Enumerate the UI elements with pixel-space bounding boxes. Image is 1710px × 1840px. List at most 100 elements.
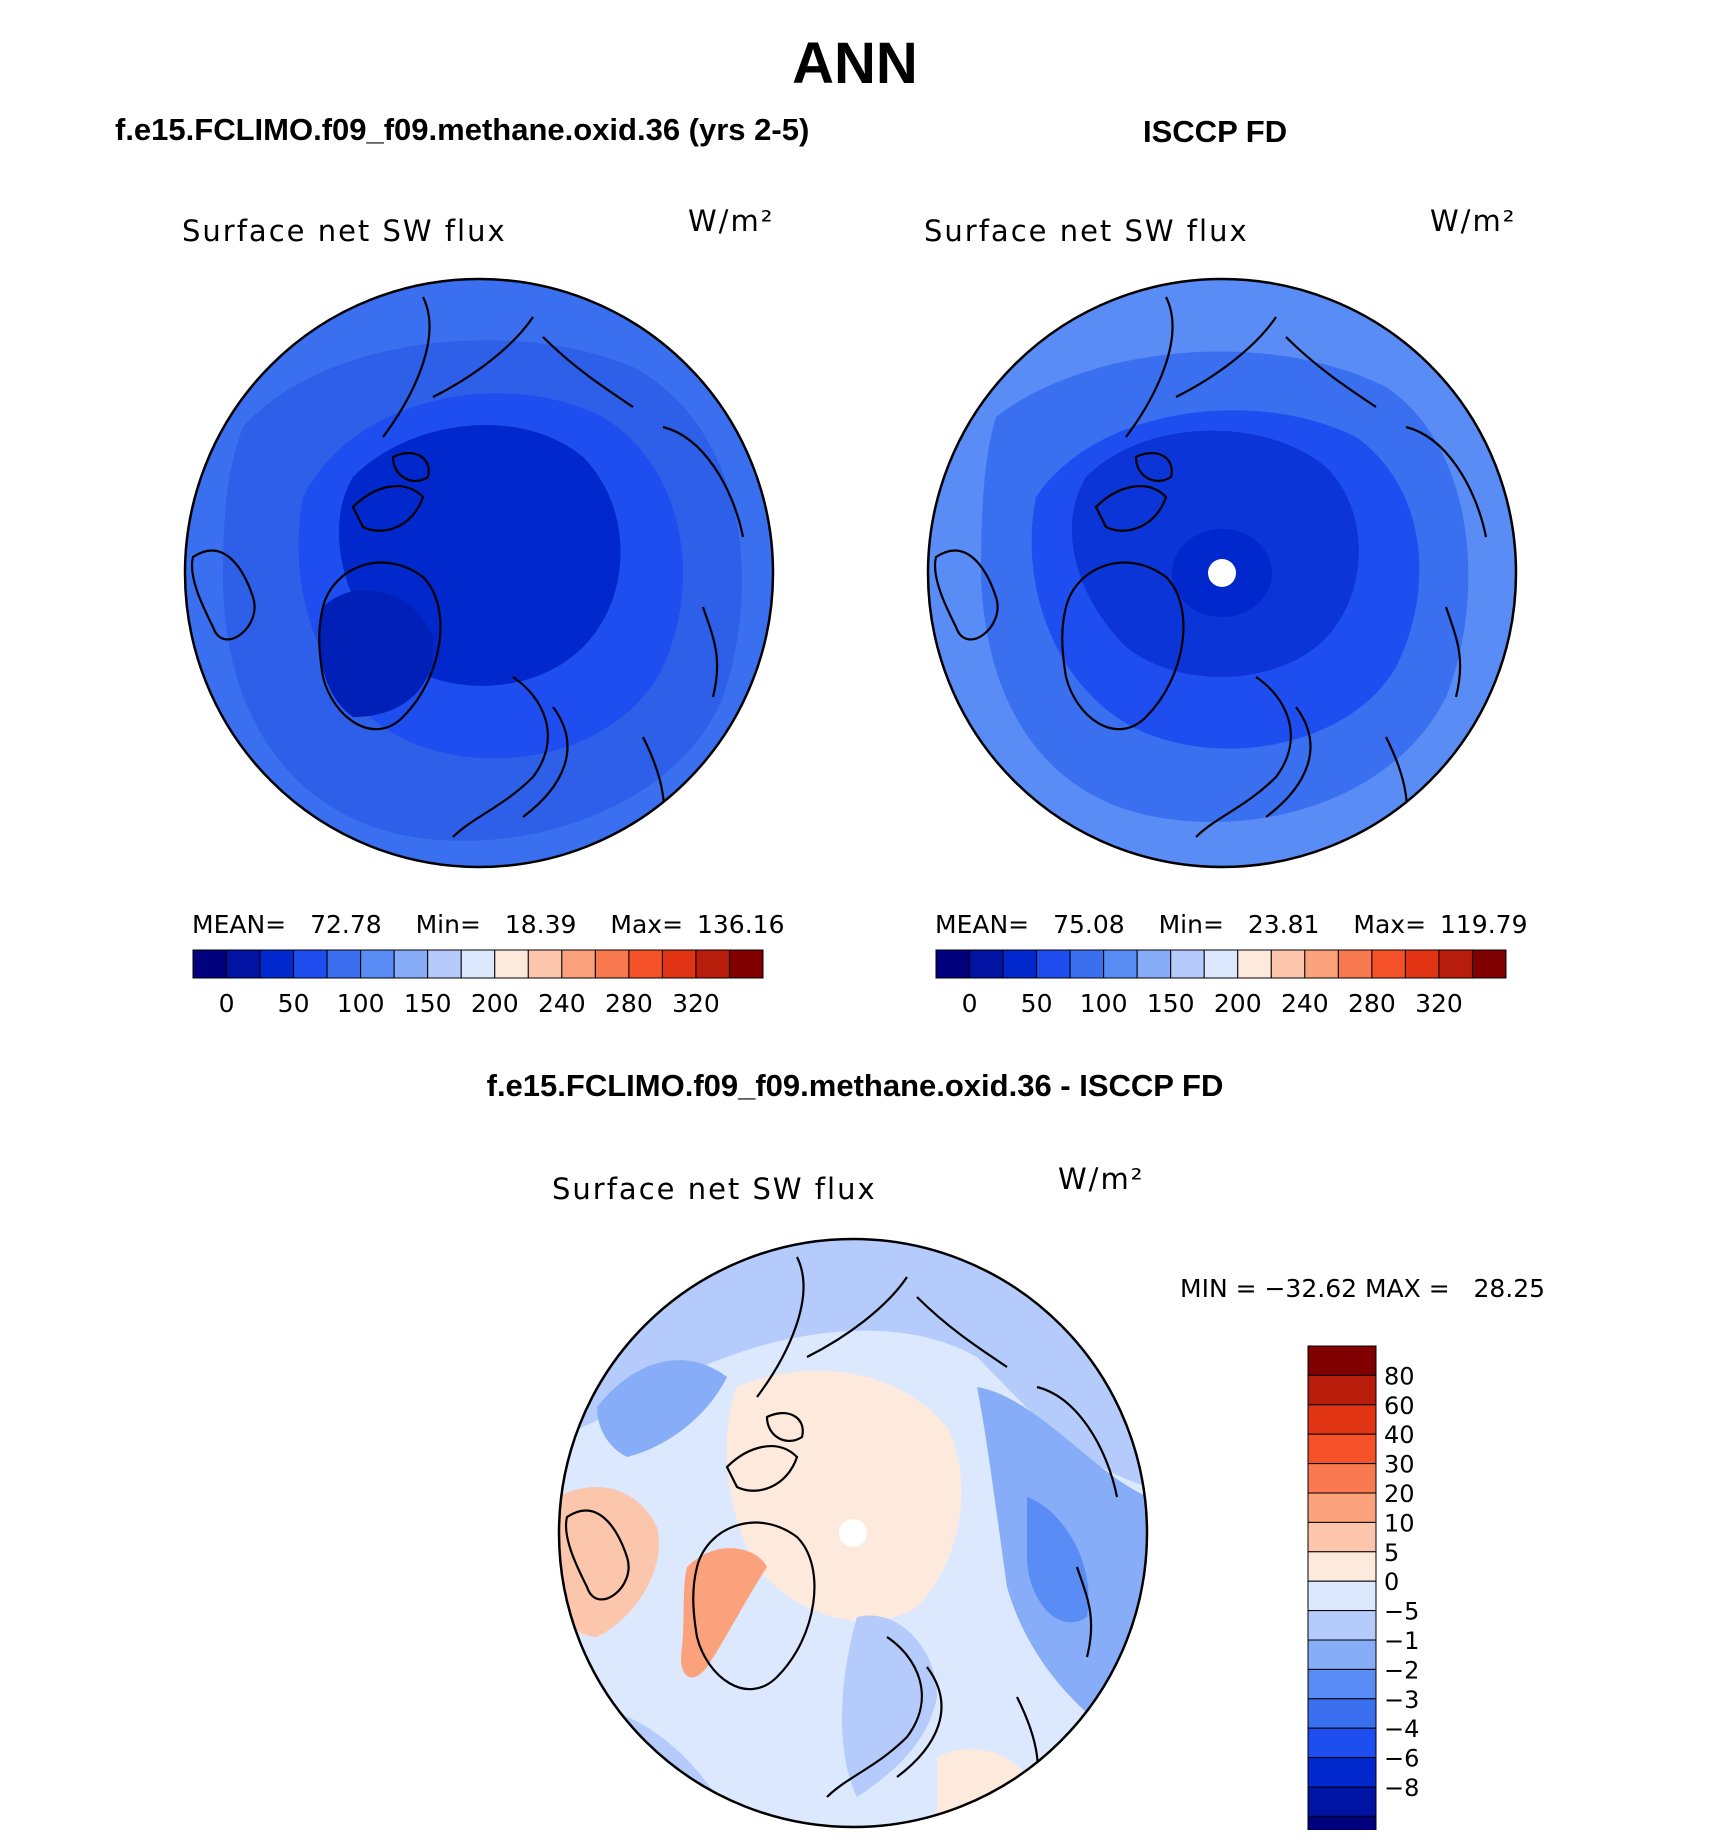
panel1-colorbar-tick-label: 0 (219, 989, 235, 1018)
panel3-colorbar-swatch (1307, 1698, 1377, 1729)
panel2-colorbar-swatch (1036, 949, 1071, 979)
panel3-colorbar-swatch (1307, 1492, 1377, 1523)
panel3-pole-hole (839, 1519, 867, 1547)
panel2-variable-label: Surface net SW flux (924, 214, 1249, 248)
panel1-colorbar-swatch (293, 949, 328, 979)
panel2-colorbar-tick-label: 320 (1415, 989, 1463, 1018)
panel3-field-arctic-warm (726, 1370, 962, 1622)
panel1-colorbar-swatch (360, 949, 395, 979)
panel3-field-greenland-warm (681, 1548, 767, 1678)
main-title: ANN (792, 31, 918, 96)
panel3-colorbar-swatch (1307, 1668, 1377, 1700)
panel3-colorbar-tick-label: −80 (1384, 1774, 1420, 1802)
panel2-colorbar-swatch (1203, 949, 1239, 979)
panel2-colorbar-swatch (1002, 949, 1038, 979)
panel3-colorbar-tick-label: −30 (1384, 1686, 1420, 1714)
panel2-colorbar-swatch (1371, 949, 1406, 979)
panel2-colorbar-swatch (1438, 949, 1473, 979)
panel3-colorbar-swatch (1307, 1580, 1377, 1612)
panel3-colorbar-swatch (1307, 1610, 1377, 1641)
panel3-colorbar-tick-label: −5 (1384, 1598, 1419, 1626)
panel1-colorbar-tick-label: 150 (404, 989, 452, 1018)
panel3-field-europe-blue (842, 1615, 937, 1797)
panel3-colorbar-tick-label: 0 (1384, 1568, 1399, 1596)
panel1-min-label: Min= (415, 910, 481, 939)
panel2-colorbar-swatch (1337, 949, 1373, 979)
panel1-mean-label: MEAN= (192, 910, 287, 939)
panel2-colorbar-tick-label: 0 (962, 989, 978, 1018)
panel1-colorbar-swatch (628, 949, 663, 979)
panel1-mean-value: 72.78 (310, 910, 382, 939)
panel3-colorbar-swatch (1307, 1521, 1377, 1553)
panel1-colorbar-swatch (427, 949, 462, 979)
panel2-map (926, 277, 1518, 869)
panel2-colorbar-swatch (1136, 949, 1172, 979)
panel3-colorbar-tick-label: 40 (1384, 1421, 1415, 1449)
panel2-colorbar: 0 50 100 150 200 240 280 320 (935, 949, 1507, 1018)
panel1-colorbar-swatch (393, 949, 429, 979)
panel2-colorbar-swatch (935, 949, 971, 979)
panel3-colorbar-tick-label: −20 (1384, 1656, 1420, 1684)
panel3-header: f.e15.FCLIMO.f09_f09.methane.oxid.36 - I… (486, 1068, 1224, 1103)
panel2-colorbar-tick-label: 200 (1214, 989, 1262, 1018)
panel1-variable-label: Surface net SW flux (182, 214, 507, 248)
panel1-colorbar: 0 50 100 150 200 240 280 320 (192, 949, 764, 1018)
panel1-colorbar-tick-label: 200 (471, 989, 519, 1018)
panel1-header: f.e15.FCLIMO.f09_f09.methane.oxid.36 (yr… (115, 112, 810, 147)
panel2-mean-value: 75.08 (1053, 910, 1125, 939)
panel3-colorbar-swatch (1307, 1757, 1377, 1788)
panel3-colorbar-swatch (1307, 1374, 1377, 1406)
panel1-colorbar-swatch (259, 949, 295, 979)
panel2-colorbar-tick-label: 280 (1348, 989, 1396, 1018)
panel1-max-value: 136.16 (697, 910, 785, 939)
panel1-units-label: W/m² (688, 204, 775, 238)
panel3-units-label: W/m² (1058, 1162, 1145, 1196)
panel1-colorbar-tick-label: 240 (538, 989, 586, 1018)
panel1-colorbar-tick-label: 100 (337, 989, 385, 1018)
panel2-colorbar-swatch (1471, 949, 1507, 979)
panel1-max-label: Max= (610, 910, 684, 939)
panel3-colorbar-swatch (1307, 1639, 1377, 1670)
panel2-map-border (926, 277, 1518, 869)
panel3-colorbar-swatch (1307, 1727, 1377, 1759)
panel3-colorbar-swatch (1307, 1404, 1377, 1435)
panel3-field-east-darkblue (1027, 1497, 1089, 1623)
panel1-map-border (183, 277, 775, 869)
panel1-min-value: 18.39 (504, 910, 577, 939)
panel1-colorbar-swatch (594, 949, 630, 979)
panel3-colorbar-tick-label: 20 (1384, 1480, 1415, 1508)
panel3-colorbar-swatch (1307, 1433, 1377, 1465)
panel3-field-canada-warm (559, 1487, 659, 1637)
panel3-colorbar-tick-label: −40 (1384, 1715, 1420, 1743)
panel3-colorbar-tick-label: −10 (1384, 1627, 1420, 1655)
panel1-colorbar-swatch (695, 949, 730, 979)
panel2-colorbar-tick-label: 150 (1147, 989, 1195, 1018)
panel3-colorbar-swatch (1307, 1815, 1377, 1830)
panel2-mean-label: MEAN= (935, 910, 1030, 939)
panel1-colorbar-tick-label: 280 (605, 989, 653, 1018)
panel2-colorbar-swatch (1304, 949, 1339, 979)
panel2-colorbar-swatch (1270, 949, 1306, 979)
panel1-colorbar-swatch (661, 949, 697, 979)
panel1-colorbar-swatch (460, 949, 496, 979)
panel3-colorbar-swatch (1307, 1786, 1377, 1817)
panel3-field-north-blue (559, 1239, 1147, 1487)
panel3-colorbar-tick-label: 5 (1384, 1539, 1399, 1567)
panel3-colorbar-tick-label: 10 (1384, 1509, 1415, 1537)
panel3-map (557, 1237, 1149, 1829)
panel1-colorbar-swatch (527, 949, 563, 979)
panel2-colorbar-swatch (1103, 949, 1138, 979)
panel2-colorbar-swatch (1404, 949, 1440, 979)
panel2-pole-hole (1208, 559, 1236, 587)
panel2-colorbar-swatch (1237, 949, 1272, 979)
panel1-colorbar-tick-label: 50 (278, 989, 310, 1018)
panel1-field-greenland (319, 590, 434, 717)
panel3-colorbar-swatch (1307, 1551, 1377, 1582)
panel2-units-label: W/m² (1430, 204, 1517, 238)
panel3-variable-label: Surface net SW flux (552, 1172, 877, 1206)
panel1-coastlines (190, 296, 745, 848)
panel2-colorbar-tick-label: 240 (1281, 989, 1329, 1018)
panel2-stats: MEAN= 75.08 Min= 23.81 Max= 119.79 (935, 910, 1527, 939)
panel3-colorbar-swatch (1307, 1463, 1377, 1494)
